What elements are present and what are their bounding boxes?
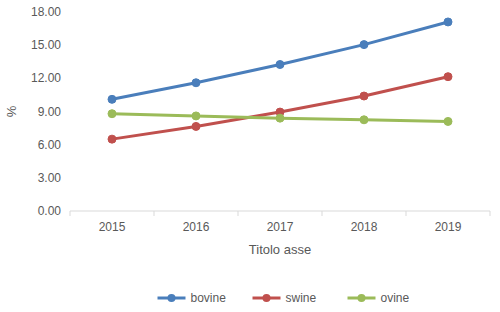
x-tick [70,211,71,216]
x-tick-label: 2016 [183,220,210,234]
series-marker [108,135,116,143]
y-tick-label: 6.00 [38,138,62,152]
series-marker [360,92,368,100]
series-line [112,114,448,122]
x-tick-label: 2018 [351,220,378,234]
x-tick [322,211,323,216]
y-tick-label: 9.00 [38,105,62,119]
series-marker [108,110,116,118]
x-tick-label: 2019 [435,220,462,234]
legend-label: bovine [191,291,227,305]
legend-label: swine [286,291,317,305]
y-tick-label: 18.00 [31,5,61,19]
plot-area [108,18,452,143]
legend-marker [168,294,176,302]
series-marker [360,116,368,124]
series-marker [444,73,452,81]
chart-svg: 0.00 3.00 6.00 9.00 12.00 15.00 18.00 2015 2016 2… [0,0,500,312]
chart-container: 0.00 3.00 6.00 9.00 12.00 15.00 18.00 2015 2016 2… [0,0,500,312]
series-marker [108,95,116,103]
series-marker [192,79,200,87]
y-tick-label: 0.00 [38,204,62,218]
series-marker [192,122,200,130]
series-marker [444,18,452,26]
series-marker [444,117,452,125]
legend-label: ovine [381,291,410,305]
x-tick [238,211,239,216]
x-axis-title: Titolo asse [249,242,311,257]
y-tick-label: 15.00 [31,38,61,52]
x-tick [154,211,155,216]
y-tick-label: 3.00 [38,171,62,185]
y-tick-label: 12.00 [31,71,61,85]
x-tick [406,211,407,216]
x-tick [490,211,491,216]
x-axis [70,211,490,212]
legend-marker [358,294,366,302]
series-line [112,77,448,139]
x-tick-label: 2017 [267,220,294,234]
legend-marker [263,294,271,302]
series-marker [192,112,200,120]
background [0,0,500,312]
series-marker [360,41,368,49]
y-axis-title: % [4,105,19,117]
legend: bovine swine ovine [158,291,410,305]
series-marker [276,114,284,122]
series-marker [276,61,284,69]
x-tick-label: 2015 [99,220,126,234]
